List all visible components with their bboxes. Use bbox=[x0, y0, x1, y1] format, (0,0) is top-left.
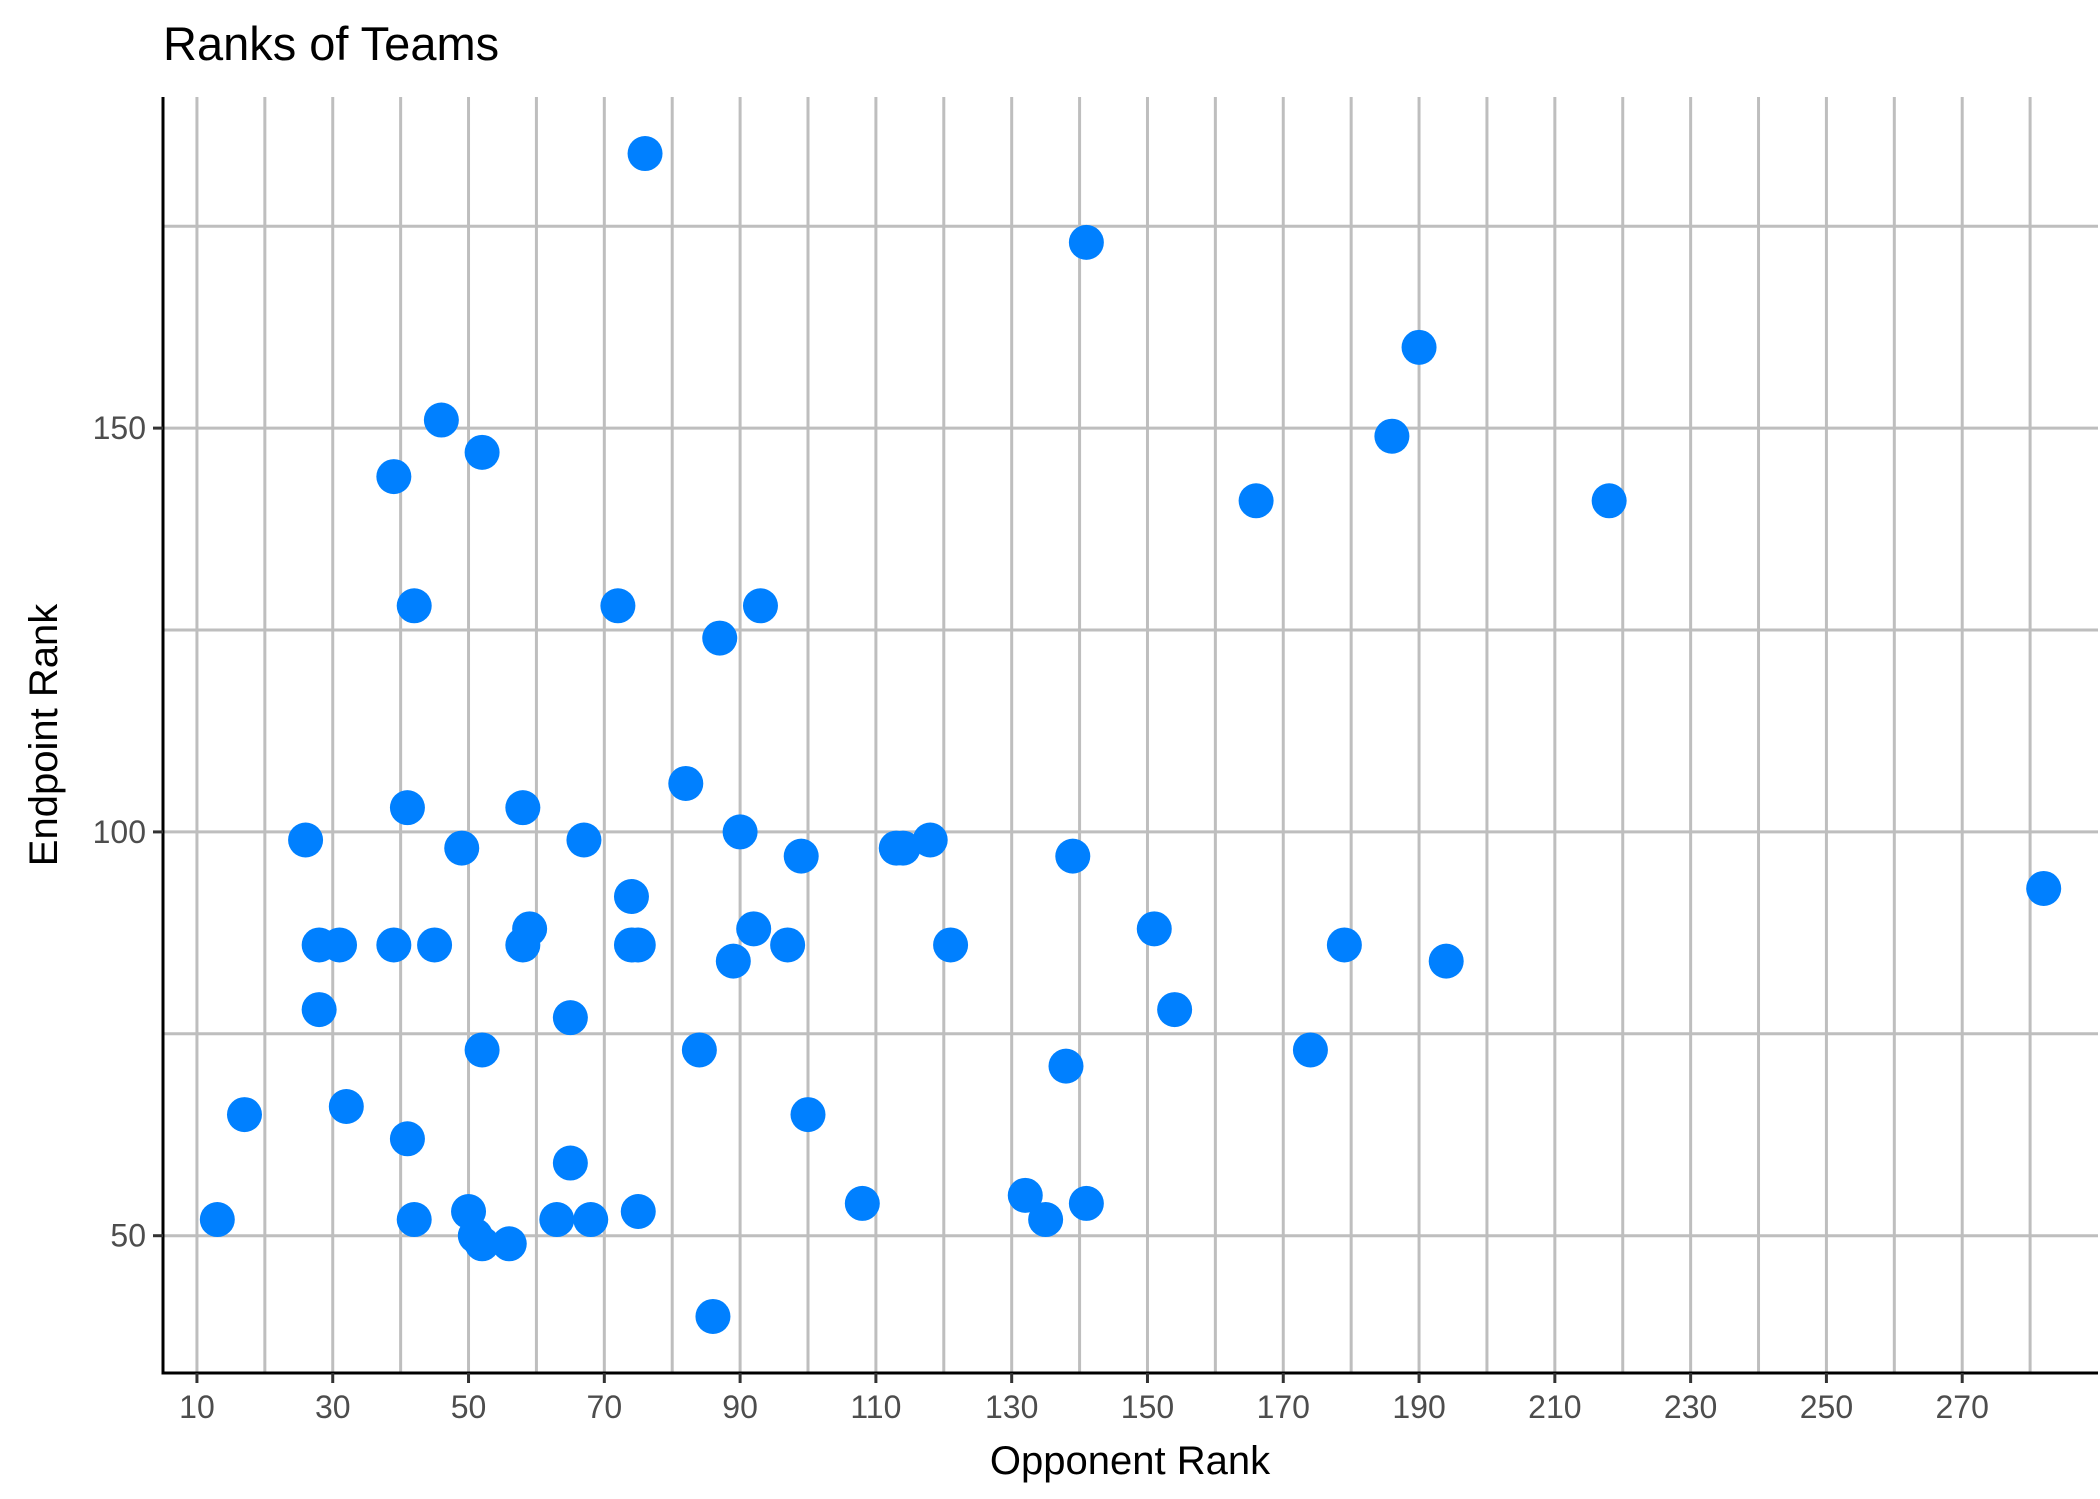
y-tick-label: 50 bbox=[110, 1218, 146, 1254]
data-point bbox=[1428, 943, 1464, 979]
x-tick-label: 70 bbox=[587, 1389, 623, 1425]
data-points bbox=[199, 136, 2062, 1334]
x-tick-label: 110 bbox=[850, 1389, 901, 1425]
data-point bbox=[1055, 838, 1091, 874]
y-tick-label: 100 bbox=[93, 814, 146, 850]
x-tick-label: 250 bbox=[1800, 1389, 1853, 1425]
data-point bbox=[620, 1193, 656, 1229]
x-tick-label: 50 bbox=[451, 1389, 487, 1425]
data-point bbox=[1292, 1032, 1328, 1068]
data-point bbox=[376, 459, 412, 495]
data-point bbox=[2026, 870, 2062, 906]
data-point bbox=[505, 790, 541, 826]
y-axis-title: Endpoint Rank bbox=[22, 603, 66, 866]
data-point bbox=[620, 927, 656, 963]
data-point bbox=[681, 1032, 717, 1068]
data-point bbox=[695, 1298, 731, 1334]
data-point bbox=[1048, 1048, 1084, 1084]
data-point bbox=[722, 814, 758, 850]
data-point bbox=[770, 927, 806, 963]
axis-ticks: 10 30 50 70 90 110 130 150 170 190 210 230 250 270 50 1… bbox=[93, 410, 1989, 1425]
x-tick-label: 150 bbox=[1121, 1389, 1174, 1425]
data-point bbox=[885, 830, 921, 866]
x-tick-label: 230 bbox=[1664, 1389, 1717, 1425]
data-point bbox=[790, 1097, 826, 1133]
data-point bbox=[539, 1202, 575, 1238]
data-point bbox=[322, 927, 358, 963]
data-point bbox=[552, 1145, 588, 1181]
data-point bbox=[376, 927, 412, 963]
data-point bbox=[226, 1097, 262, 1133]
grid-lines bbox=[163, 97, 2098, 1373]
x-tick-label: 170 bbox=[1257, 1389, 1310, 1425]
data-point bbox=[783, 838, 819, 874]
data-point bbox=[389, 1121, 425, 1157]
data-point bbox=[505, 927, 541, 963]
data-point bbox=[288, 822, 324, 858]
data-point bbox=[1007, 1177, 1043, 1213]
data-point bbox=[1068, 1185, 1104, 1221]
x-axis-title: Opponent Rank bbox=[990, 1439, 1271, 1483]
data-point bbox=[491, 1226, 527, 1262]
data-point bbox=[566, 822, 602, 858]
data-point bbox=[417, 927, 453, 963]
x-tick-label: 270 bbox=[1936, 1389, 1989, 1425]
data-point bbox=[396, 1202, 432, 1238]
y-tick-label: 150 bbox=[93, 410, 146, 446]
data-point bbox=[464, 1032, 500, 1068]
data-point bbox=[1238, 483, 1274, 519]
data-point bbox=[742, 588, 778, 624]
data-point bbox=[389, 790, 425, 826]
data-point bbox=[702, 620, 738, 656]
data-point bbox=[1326, 927, 1362, 963]
data-point bbox=[933, 927, 969, 963]
data-point bbox=[668, 765, 704, 801]
data-point bbox=[736, 911, 772, 947]
x-tick-label: 130 bbox=[985, 1389, 1038, 1425]
data-point bbox=[627, 136, 663, 172]
data-point bbox=[396, 588, 432, 624]
data-point bbox=[199, 1202, 235, 1238]
chart-title: Ranks of Teams bbox=[163, 17, 499, 70]
data-point bbox=[912, 822, 948, 858]
data-point bbox=[1374, 418, 1410, 454]
data-point bbox=[844, 1185, 880, 1221]
data-point bbox=[328, 1088, 364, 1124]
data-point bbox=[1068, 224, 1104, 260]
data-point bbox=[715, 943, 751, 979]
data-point bbox=[613, 879, 649, 915]
data-point bbox=[552, 1000, 588, 1036]
x-tick-label: 210 bbox=[1528, 1389, 1581, 1425]
data-point bbox=[301, 992, 337, 1028]
data-point bbox=[1028, 1202, 1064, 1238]
data-point bbox=[1136, 911, 1172, 947]
data-point bbox=[464, 1226, 500, 1262]
data-point bbox=[1591, 483, 1627, 519]
x-tick-label: 90 bbox=[722, 1389, 758, 1425]
data-point bbox=[1401, 329, 1437, 365]
data-point bbox=[600, 588, 636, 624]
data-point bbox=[423, 402, 459, 438]
x-tick-label: 30 bbox=[315, 1389, 351, 1425]
data-point bbox=[1157, 992, 1193, 1028]
x-tick-label: 190 bbox=[1392, 1389, 1445, 1425]
data-point bbox=[444, 830, 480, 866]
x-tick-label: 10 bbox=[179, 1389, 215, 1425]
data-point bbox=[464, 434, 500, 470]
data-point bbox=[573, 1202, 609, 1238]
